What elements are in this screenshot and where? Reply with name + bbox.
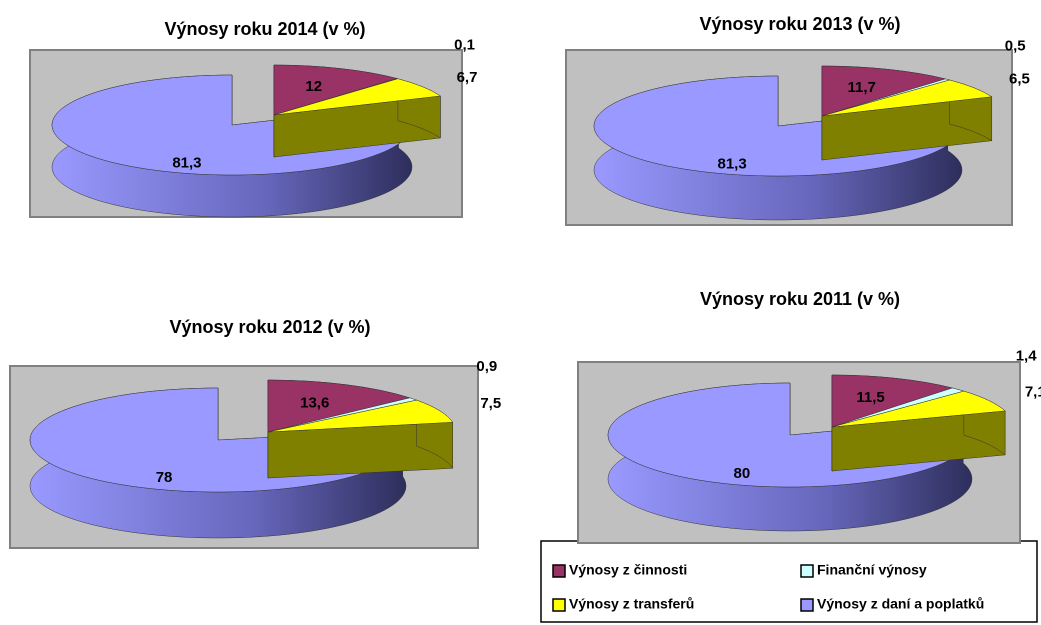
data-label: 1,4 (1016, 347, 1038, 364)
legend-box (540, 540, 1038, 623)
data-label: 7,5 (480, 395, 501, 412)
pie-slice (831, 390, 1006, 472)
legend-label: Výnosy z činnosti (569, 562, 687, 578)
slice-top (821, 79, 993, 117)
pie-slice (273, 78, 442, 158)
chart-title: Výnosy roku 2011 (v %) (700, 289, 900, 309)
slice-top (831, 390, 1006, 428)
pie-slice (821, 79, 993, 161)
data-label: 0,9 (476, 358, 497, 375)
slice-top (831, 374, 954, 428)
data-label: 7,1 (1025, 383, 1041, 400)
data-label: 78 (156, 469, 173, 486)
data-label: 0,5 (1005, 37, 1026, 54)
chart-title: Výnosy roku 2012 (v %) (169, 317, 370, 337)
data-label: 6,7 (457, 69, 478, 86)
data-label: 6,5 (1009, 70, 1030, 87)
data-label: 11,5 (856, 389, 884, 406)
legend-swatch (800, 598, 814, 612)
data-label: 13,6 (300, 395, 329, 412)
data-label: 80 (734, 465, 751, 482)
legend-label: Výnosy z daní a poplatků (817, 596, 984, 612)
slice-top (267, 399, 454, 433)
slice-top (273, 64, 399, 116)
slice-top (821, 65, 947, 117)
data-label: 11,7 (847, 79, 875, 96)
data-label: 81,3 (718, 156, 747, 173)
slice-top (267, 379, 411, 433)
data-label: 0,1 (454, 37, 475, 54)
data-label: 81,3 (172, 155, 201, 172)
pie-slice (267, 399, 454, 479)
legend-swatch (552, 564, 566, 578)
data-label: 12 (305, 78, 322, 95)
legend-label: Finanční výnosy (817, 562, 927, 578)
legend-swatch (552, 598, 566, 612)
chart-title: Výnosy roku 2013 (v %) (699, 14, 900, 34)
legend-swatch (800, 564, 814, 578)
chart-title: Výnosy roku 2014 (v %) (164, 19, 365, 39)
legend-label: Výnosy z transferů (569, 596, 694, 612)
slice-top (273, 78, 442, 116)
